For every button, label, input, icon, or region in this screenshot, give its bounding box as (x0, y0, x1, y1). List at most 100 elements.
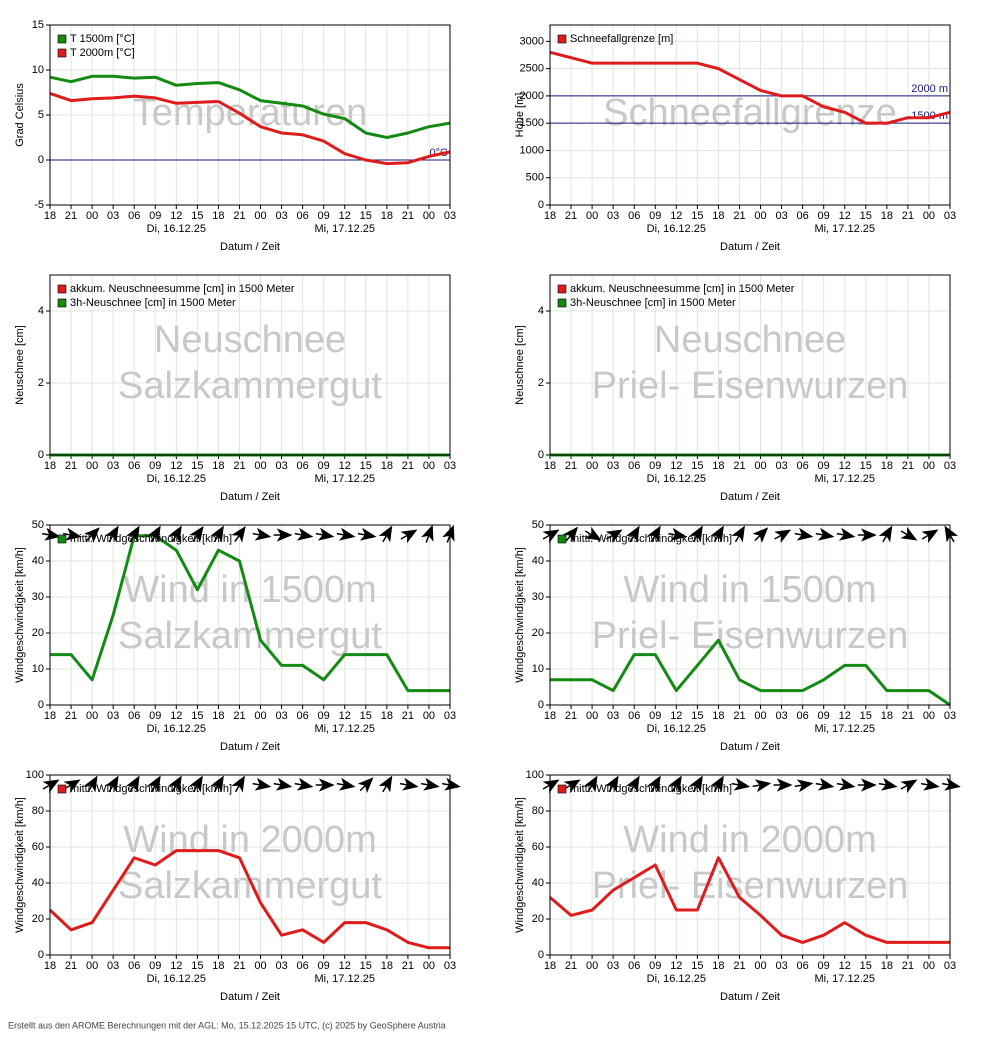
x-tick-label: 15 (860, 960, 872, 972)
x-tick-label: 21 (565, 710, 577, 722)
x-tick-label: 00 (923, 460, 935, 472)
x-tick-label: 00 (423, 460, 435, 472)
y-tick-label: 0 (538, 199, 544, 211)
wind-arrow (294, 777, 314, 791)
x-tick-label: 15 (691, 960, 703, 972)
x-tick-label: 12 (839, 960, 851, 972)
wind-arrow (399, 777, 419, 791)
x-tick-label: 18 (381, 710, 393, 722)
wind-arrow (562, 526, 579, 543)
wind-arrow (126, 775, 140, 793)
date-label: Mi, 17.12.25 (814, 723, 875, 735)
data-line (48, 849, 450, 950)
x-tick-label: 15 (860, 210, 872, 222)
x-tick-label: 21 (65, 710, 77, 722)
x-tick-label: 18 (212, 210, 224, 222)
x-tick-label: 15 (360, 960, 372, 972)
wind-arrow (689, 525, 703, 543)
watermark: Temperaturen (133, 92, 367, 134)
x-tick-label: 12 (339, 460, 351, 472)
x-tick-label: 21 (65, 460, 77, 472)
plot-area (50, 525, 450, 705)
x-tick-label: 21 (565, 460, 577, 472)
wind-arrow (626, 525, 640, 543)
wind-arrow (273, 777, 293, 791)
x-tick-label: 21 (733, 710, 745, 722)
y-axis-label: Grad Celsius (14, 83, 26, 147)
wind-arrow (421, 524, 434, 543)
x-tick-label: 03 (775, 460, 787, 472)
y-axis-label: Neuschnee [cm] (14, 325, 26, 404)
x-tick-label: 21 (902, 210, 914, 222)
wind-arrow (794, 527, 814, 541)
x-tick-label: 06 (628, 710, 640, 722)
x-tick-label: 09 (149, 460, 161, 472)
date-label: Mi, 17.12.25 (314, 723, 375, 735)
date-label: Di, 16.12.25 (647, 473, 706, 485)
x-tick-label: 00 (754, 460, 766, 472)
watermark: Wind in 1500m (623, 569, 876, 611)
wind-arrow (710, 775, 724, 793)
y-tick-label: 5 (38, 109, 44, 121)
x-tick-label: 09 (818, 210, 830, 222)
x-tick-label: 21 (902, 960, 914, 972)
watermark: Wind in 2000m (123, 819, 376, 861)
x-tick-label: 21 (902, 460, 914, 472)
wind-arrow (400, 529, 418, 544)
x-tick-label: 18 (544, 460, 556, 472)
x-tick-label: 09 (149, 960, 161, 972)
x-tick-label: 12 (170, 210, 182, 222)
legend-swatch (57, 48, 67, 58)
x-tick-label: 18 (212, 710, 224, 722)
x-tick-label: 03 (444, 960, 456, 972)
y-axis-label: Windgeschwindigkeit [km/h] (514, 797, 526, 933)
x-tick-label: 18 (881, 210, 893, 222)
date-label: Di, 16.12.25 (147, 223, 206, 235)
x-tick-label: 03 (107, 960, 119, 972)
wind-arrow (668, 527, 688, 541)
legend-label: mittl. Windgeschwindigkeit [km/h] (570, 783, 732, 795)
x-tick-label: 18 (712, 210, 724, 222)
x-tick-label: 09 (818, 710, 830, 722)
legend-swatch (57, 284, 67, 294)
y-tick-label: 20 (32, 913, 44, 925)
x-tick-label: 03 (107, 460, 119, 472)
x-tick-label: 12 (670, 210, 682, 222)
x-tick-label: 00 (86, 210, 98, 222)
wind-arrow (378, 525, 393, 543)
x-tick-label: 15 (860, 710, 872, 722)
x-tick-label: 09 (149, 710, 161, 722)
wind-arrow (900, 779, 918, 794)
date-label: Di, 16.12.25 (147, 973, 206, 985)
wind-arrow (668, 775, 682, 793)
y-tick-label: 1500 (520, 117, 544, 129)
wind-arrow (857, 528, 877, 542)
plot-area (50, 275, 450, 455)
x-tick-label: 00 (86, 460, 98, 472)
y-tick-label: 10 (532, 663, 544, 675)
x-axis-label: Datum / Zeit (720, 741, 780, 753)
x-tick-label: 00 (586, 210, 598, 222)
x-tick-label: 12 (170, 460, 182, 472)
x-tick-label: 06 (628, 460, 640, 472)
x-tick-label: 00 (754, 960, 766, 972)
wind-arrow (605, 775, 619, 793)
legend-label: Schneefallgrenze [m] (570, 33, 673, 45)
x-tick-label: 00 (86, 710, 98, 722)
x-tick-label: 00 (423, 210, 435, 222)
legend-swatch (557, 34, 567, 44)
x-tick-label: 12 (839, 710, 851, 722)
x-tick-label: 06 (797, 710, 809, 722)
date-label: Mi, 17.12.25 (814, 223, 875, 235)
wind-arrow (878, 525, 893, 543)
plot-border (49, 24, 451, 206)
y-tick-label: 40 (532, 555, 544, 567)
x-tick-label: 03 (275, 710, 287, 722)
x-tick-label: 18 (44, 710, 56, 722)
x-tick-label: 12 (339, 210, 351, 222)
footer: Erstellt aus den AROME Berechnungen mit … (8, 1020, 446, 1030)
x-tick-label: 06 (297, 460, 309, 472)
x-tick-label: 09 (649, 460, 661, 472)
x-tick-label: 12 (339, 960, 351, 972)
